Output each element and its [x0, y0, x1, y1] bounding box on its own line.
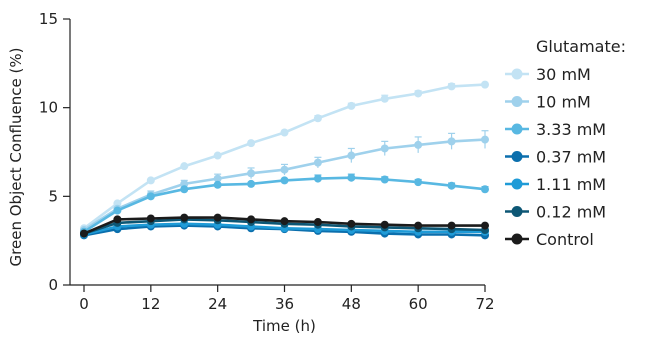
data-point: [313, 174, 322, 183]
data-point: [414, 221, 423, 230]
data-point: [213, 151, 222, 160]
data-point: [247, 215, 256, 224]
data-point: [247, 169, 256, 178]
legend-item: 30 mM: [505, 65, 591, 84]
series-layer: [80, 80, 489, 240]
data-point: [213, 213, 222, 222]
data-point: [347, 101, 356, 110]
data-point: [414, 89, 423, 98]
data-point: [146, 192, 155, 201]
x-tick-label: 0: [79, 295, 89, 313]
x-tick-label: 48: [342, 295, 361, 313]
data-point: [481, 221, 489, 230]
legend-item: 0.12 mM: [505, 203, 606, 222]
data-point: [280, 128, 289, 137]
legend-label: 10 mM: [536, 93, 591, 112]
data-point: [481, 135, 489, 144]
series-3-33-mm: [80, 173, 489, 236]
x-tick-label: 24: [208, 295, 227, 313]
data-point: [380, 175, 389, 184]
data-point: [113, 215, 122, 224]
data-point: [380, 144, 389, 153]
data-point: [447, 82, 456, 91]
y-tick-label: 0: [48, 276, 58, 294]
legend-label: 0.12 mM: [536, 203, 606, 222]
y-tick-label: 10: [39, 99, 58, 117]
legend-swatch-marker: [511, 151, 523, 162]
data-point: [313, 218, 322, 227]
legend-label: 3.33 mM: [536, 120, 606, 139]
y-axis-title: Green Object Confluence (%): [7, 48, 25, 267]
x-ticks: 0 12 24 36 48 60 72: [79, 285, 495, 313]
data-point: [146, 176, 155, 185]
x-tick-label: 60: [409, 295, 428, 313]
x-tick-label: 72: [475, 295, 494, 313]
data-point: [347, 151, 356, 160]
x-tick-label: 12: [141, 295, 160, 313]
legend-swatch-marker: [511, 178, 523, 190]
data-point: [347, 173, 356, 182]
data-point: [380, 94, 389, 103]
legend-label: Control: [536, 230, 594, 249]
legend-item: 10 mM: [505, 93, 591, 112]
data-point: [313, 158, 322, 167]
x-axis-title: Time (h): [252, 317, 316, 335]
legend-label: 1.11 mM: [536, 175, 606, 194]
legend-item: 3.33 mM: [505, 120, 606, 139]
legend-label: 0.37 mM: [536, 148, 606, 167]
y-tick-label: 15: [39, 10, 58, 28]
data-point: [180, 185, 189, 194]
data-point: [180, 162, 189, 171]
data-point: [213, 174, 222, 183]
legend-title: Glutamate:: [536, 37, 626, 56]
data-point: [113, 206, 122, 215]
legend-swatch-marker: [511, 206, 523, 217]
series-30-mm: [80, 80, 489, 233]
data-point: [347, 219, 356, 228]
data-point: [247, 179, 256, 188]
data-point: [447, 181, 456, 190]
legend-items: 30 mM 10 mM 3.33 mM 0.37 mM 1.11 mM 0.12 mM Co…: [505, 65, 606, 249]
legend-label: 30 mM: [536, 65, 591, 84]
data-point: [280, 165, 289, 174]
data-point: [280, 176, 289, 185]
legend-item: Control: [505, 230, 594, 249]
legend-item: 1.11 mM: [505, 175, 606, 194]
legend: Glutamate: 30 mM 10 mM 3.33 mM 0.37 mM 1.11 …: [505, 37, 626, 249]
data-point: [447, 137, 456, 146]
data-point: [414, 140, 423, 149]
y-ticks: 0 5 10 15: [39, 10, 70, 294]
data-point: [247, 139, 256, 148]
legend-swatch-marker: [511, 96, 523, 107]
data-point: [380, 220, 389, 229]
data-point: [146, 214, 155, 223]
data-point: [180, 213, 189, 222]
data-point: [481, 185, 489, 194]
legend-item: 0.37 mM: [505, 148, 606, 167]
axes: 0 5 10 15 0 12 24 36 48 60 72: [39, 10, 495, 313]
x-tick-label: 36: [275, 295, 294, 313]
data-point: [80, 229, 88, 238]
series-control: [80, 213, 489, 238]
data-point: [414, 178, 423, 187]
data-point: [280, 217, 289, 226]
legend-swatch-marker: [511, 233, 523, 245]
data-point: [313, 114, 322, 123]
data-point: [481, 80, 489, 89]
data-point: [447, 221, 456, 230]
data-point: [213, 180, 222, 189]
legend-swatch-marker: [511, 123, 523, 135]
legend-swatch-marker: [511, 68, 523, 80]
series-line: [83, 83, 486, 230]
y-tick-label: 5: [48, 187, 58, 205]
